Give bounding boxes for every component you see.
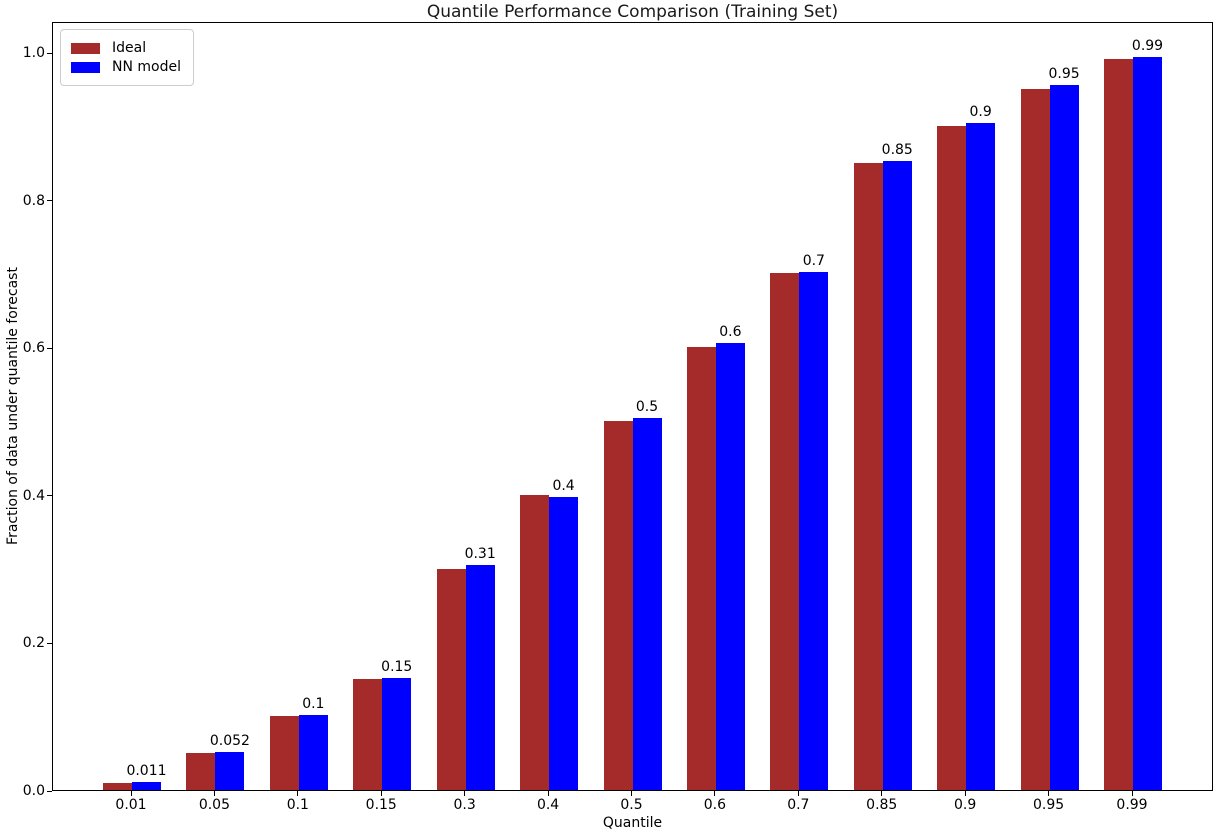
x-tick-mark: [714, 791, 716, 796]
x-tick-label: 0.01: [115, 797, 147, 813]
y-tick-mark: [47, 52, 52, 54]
x-tick-mark: [213, 791, 215, 796]
x-tick-mark: [547, 791, 549, 796]
x-tick-label: 0.99: [1116, 797, 1148, 813]
x-tick-mark: [380, 791, 382, 796]
bar-value-label: 0.011: [126, 763, 167, 779]
bar-value-label: 0.99: [1131, 38, 1164, 54]
bar-ideal: [353, 679, 383, 790]
legend-item: NN model: [71, 59, 181, 75]
x-tick-label: 0.3: [453, 797, 476, 813]
x-tick-mark: [964, 791, 966, 796]
y-tick-mark: [47, 790, 52, 792]
x-tick-label: 0.95: [1032, 797, 1065, 813]
bar-nn-model: [1133, 57, 1162, 790]
y-tick-label: 0.4: [22, 487, 45, 504]
bar-value-label: 0.31: [464, 546, 496, 562]
x-tick-mark: [1131, 791, 1133, 796]
x-tick-mark: [881, 791, 883, 796]
x-axis-label: Quantile: [602, 815, 663, 831]
y-tick-mark: [47, 642, 52, 644]
x-tick-mark: [631, 791, 632, 796]
bar-value-label: 0.15: [381, 659, 413, 675]
x-tick-mark: [1048, 791, 1050, 796]
bar-ideal: [603, 421, 633, 790]
x-tick-label: 0.7: [787, 797, 810, 813]
bar-nn-model: [966, 123, 996, 790]
bar-ideal: [937, 126, 967, 790]
bar-nn-model: [1049, 85, 1079, 790]
x-tick-label: 0.9: [954, 797, 977, 813]
bar-value-label: 0.6: [719, 324, 742, 340]
bar-value-label: 0.1: [302, 696, 325, 712]
y-tick-mark: [47, 200, 52, 202]
bar-value-label: 0.95: [1048, 66, 1080, 82]
y-tick-mark: [47, 495, 52, 497]
bar-ideal: [520, 495, 550, 790]
bar-ideal: [269, 716, 299, 790]
x-tick-label: 0.15: [365, 797, 397, 813]
y-tick-label: 0.0: [22, 783, 45, 799]
bar-ideal: [103, 783, 132, 790]
bar-value-label: 0.5: [635, 399, 659, 415]
x-tick-mark: [464, 791, 466, 796]
bar-ideal: [436, 569, 466, 790]
x-tick-label: 0.4: [536, 797, 560, 813]
x-tick-label: 0.05: [198, 797, 230, 813]
bar-value-label: 0.4: [552, 478, 575, 494]
x-tick-label: 0.6: [703, 797, 727, 813]
bar-ideal: [686, 347, 716, 790]
x-tick-mark: [297, 791, 299, 796]
bar-ideal: [1104, 59, 1133, 790]
y-tick-label: 0.2: [22, 635, 45, 652]
y-tick-label: 0.8: [22, 192, 45, 209]
chart-title: Quantile Performance Comparison (Trainin…: [426, 2, 839, 22]
bar-nn-model: [132, 782, 161, 790]
bar-nn-model: [549, 497, 579, 790]
bar-nn-model: [382, 678, 412, 790]
bar-ideal: [770, 273, 800, 790]
bar-nn-model: [882, 161, 912, 790]
x-tick-label: 0.85: [866, 797, 898, 813]
legend-swatch-ideal: [71, 42, 100, 54]
bar-ideal: [1020, 89, 1050, 790]
bar-nn-model: [799, 272, 829, 790]
x-tick-mark: [797, 791, 799, 796]
x-tick-label: 0.1: [286, 797, 309, 813]
bar-value-label: 0.9: [969, 104, 992, 120]
bar-value-label: 0.7: [802, 253, 825, 269]
bar-nn-model: [632, 418, 662, 790]
legend-label: Ideal: [112, 40, 147, 56]
bar-nn-model: [465, 565, 495, 790]
bar-value-label: 0.052: [209, 733, 250, 749]
x-tick-label: 0.5: [620, 797, 643, 813]
x-tick-mark: [130, 791, 132, 796]
legend-label: NN model: [112, 59, 181, 75]
plot-area: 0.011 0.052 0.1 0.15 0.31 0.4 0.5 0.6 0.7 0.85 0.9…: [52, 22, 1213, 791]
bar-ideal: [186, 753, 216, 790]
legend: Ideal NN model: [60, 29, 194, 86]
bar-nn-model: [298, 715, 328, 790]
bar-ideal: [853, 163, 883, 790]
y-tick-mark: [47, 347, 52, 349]
y-tick-label: 0.6: [22, 340, 45, 357]
bar-nn-model: [215, 752, 245, 790]
y-tick-label: 1.0: [22, 45, 45, 61]
bar-nn-model: [715, 343, 745, 790]
legend-swatch-nn-model: [71, 61, 100, 73]
legend-item: Ideal: [71, 40, 181, 56]
bar-value-label: 0.85: [881, 142, 913, 158]
